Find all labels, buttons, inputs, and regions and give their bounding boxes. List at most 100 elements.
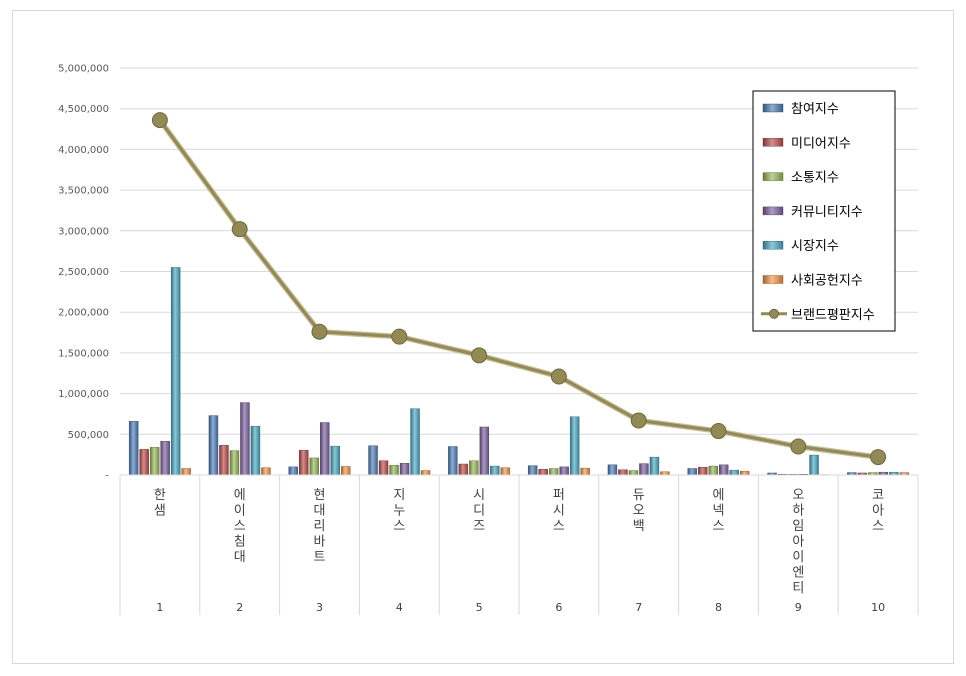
category-label: 엔 — [792, 566, 804, 581]
bar — [618, 469, 628, 476]
bar — [330, 445, 340, 476]
bar — [719, 464, 729, 476]
category-label: 넥 — [713, 504, 725, 519]
bar — [128, 421, 139, 476]
bar — [219, 445, 229, 476]
brand-index-line — [151, 112, 887, 466]
bar — [170, 267, 181, 476]
bar — [299, 449, 309, 476]
bar — [229, 450, 240, 476]
bar — [208, 415, 219, 476]
bar — [420, 470, 431, 476]
category-label: 이 — [234, 504, 246, 519]
rank-label: 1 — [156, 601, 163, 614]
rank-label: 6 — [555, 601, 562, 614]
bar — [527, 465, 538, 476]
bar — [160, 441, 170, 476]
line-point — [231, 221, 248, 238]
bar — [490, 465, 500, 476]
line-point — [790, 438, 807, 455]
category-label: 샘 — [154, 504, 166, 519]
category-label: 침 — [234, 535, 246, 550]
bar — [149, 447, 160, 476]
legend-entry: 커뮤니티지수 — [791, 205, 863, 220]
bar — [240, 402, 250, 476]
legend-swatch — [762, 275, 784, 284]
bar — [139, 449, 149, 476]
y-tick-label: 2,500,000 — [58, 267, 109, 278]
legend-point-swatch — [769, 308, 779, 319]
legend-entry: 미디어지수 — [791, 136, 851, 151]
category-label: 누 — [393, 504, 405, 519]
line-point — [870, 449, 887, 466]
rank-label: 5 — [476, 601, 483, 614]
bar — [649, 456, 660, 476]
y-tick-label: - — [105, 471, 109, 482]
legend-swatch — [762, 206, 784, 216]
category-label: 임 — [792, 519, 804, 534]
category-label: 시 — [553, 504, 565, 519]
bar — [399, 462, 410, 476]
bar — [469, 460, 479, 476]
rank-label: 10 — [871, 601, 885, 614]
category-label: 대 — [314, 504, 326, 519]
bar — [698, 467, 708, 476]
category-label: 에 — [234, 488, 246, 503]
y-tick-label: 5,000,000 — [58, 64, 109, 75]
category-label: 스 — [713, 519, 725, 534]
line-point — [630, 412, 647, 429]
y-tick-label: 4,500,000 — [58, 104, 109, 115]
bar — [607, 464, 618, 476]
bar — [320, 422, 330, 476]
bar — [458, 463, 469, 476]
y-tick-label: 1,500,000 — [58, 348, 109, 359]
category-label: 하 — [792, 504, 804, 519]
bar — [410, 408, 420, 476]
rank-label: 7 — [635, 601, 642, 614]
category-label: 아 — [792, 535, 804, 550]
line-point — [550, 368, 567, 385]
bar — [538, 469, 548, 476]
line-point — [710, 423, 727, 440]
y-tick-label: 3,000,000 — [58, 226, 109, 237]
bar — [341, 466, 351, 476]
category-label: 듀 — [633, 488, 645, 503]
category-label: 리 — [314, 519, 326, 534]
bars — [128, 267, 910, 476]
series-line — [158, 119, 879, 459]
category-label: 백 — [633, 519, 645, 534]
bar — [809, 454, 819, 476]
y-tick-label: 2,000,000 — [58, 308, 109, 319]
legend-swatch — [762, 172, 784, 181]
legend-entry: 참여지수 — [791, 102, 839, 117]
bar — [559, 466, 569, 476]
category-label: 바 — [314, 535, 326, 550]
category-label: 즈 — [473, 519, 485, 534]
bar — [378, 460, 389, 476]
legend-entry: 브랜드평판지수 — [791, 308, 875, 323]
category-label: 스 — [393, 519, 405, 534]
category-label: 에 — [713, 488, 725, 503]
legend-swatch — [762, 103, 784, 113]
bar — [479, 426, 490, 476]
y-tick-label: 500,000 — [68, 430, 109, 441]
category-label: 대 — [234, 550, 246, 565]
category-label: 트 — [314, 550, 326, 565]
category-label: 퍼 — [553, 488, 565, 503]
bar — [729, 469, 739, 476]
line-point — [391, 328, 408, 345]
category-label: 티 — [792, 581, 804, 596]
rank-label: 9 — [795, 601, 802, 614]
category-label: 스 — [872, 519, 884, 534]
bar — [708, 465, 718, 476]
bar — [628, 470, 639, 476]
rank-label: 8 — [715, 601, 722, 614]
bar — [309, 457, 319, 476]
category-label: 이 — [792, 550, 804, 565]
bar — [181, 468, 191, 476]
y-tick-label: 1,000,000 — [58, 389, 109, 400]
x-axis: 한샘1에이스침대2현대리바트3지누스4시디즈5퍼시스6듀오백7에넥스8오하임아이… — [119, 474, 919, 615]
bar — [261, 467, 271, 476]
rank-label: 3 — [316, 601, 323, 614]
